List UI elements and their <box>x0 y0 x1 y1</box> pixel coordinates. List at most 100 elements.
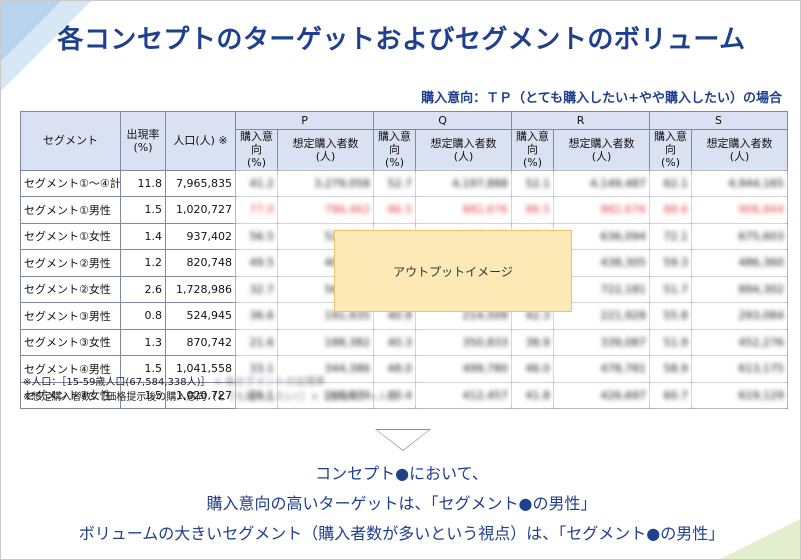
buyers-cell: 4,197,888 <box>415 169 513 198</box>
segment-cell: セグメント②女性 <box>20 275 121 304</box>
slide-title: 各コンセプトのターゲットおよびセグメントのボリューム <box>57 25 746 55</box>
buyers-cell: 339,087 <box>553 328 651 357</box>
footnote-population-text: ※人口：［15-59歳人口(67,584,338人)］ <box>23 377 211 388</box>
population-cell: 1,041,558 <box>165 355 236 383</box>
population-cell: 1,728,986 <box>165 275 236 304</box>
intent-cell: 41.2 <box>235 169 278 198</box>
table-row: セグメント③女性 1.3 870,742 21.6 188,382 40.3 350,833… <box>20 328 789 357</box>
intent-cell: 55.8 <box>649 302 693 330</box>
buyers-cell: 412,457 <box>415 381 513 410</box>
header-intent: 購入意向 (%) <box>235 129 278 171</box>
buyers-cell: 499,780 <box>415 355 513 383</box>
intent-cell: 86.5 <box>373 196 417 224</box>
buyers-cell: 619,129 <box>691 381 789 410</box>
intent-cell: 33.1 <box>235 355 278 383</box>
rate-cell: 11.8 <box>120 169 166 198</box>
footnote-buyers-blurred: ても購入したい）］×［出現率］×人口 <box>226 392 398 403</box>
population-cell: 7,965,835 <box>165 169 236 198</box>
buyers-cell: 882,676 <box>415 196 513 224</box>
buyers-cell: 426,697 <box>553 381 651 410</box>
footnote-population: ※人口：［15-59歳人口(67,584,338人)］ × 各セグメントの出現率 <box>23 375 397 390</box>
intent-cell: 72.1 <box>649 222 693 251</box>
table-row: セグメント④女性 1.5 1,020,727 26.1 266,639 40.4 412,4… <box>20 381 789 410</box>
rate-cell: 1.3 <box>120 328 166 357</box>
buyers-cell: 894,302 <box>691 275 789 304</box>
buyers-cell: 293,084 <box>691 302 789 330</box>
rate-cell: 1.5 <box>120 196 166 224</box>
population-cell: 870,742 <box>165 328 236 357</box>
header-segment: セグメント <box>20 111 121 171</box>
footnote-buyers: ※想定購入者数：［価格提示後の購入意向（とても購入したい）］×［出現率］×人口 <box>23 390 397 405</box>
header-intent: 購入意向 (%) <box>511 129 555 171</box>
intent-cell: 21.6 <box>235 328 278 357</box>
buyers-cell: 266,639 <box>276 381 375 410</box>
buyers-cell: 344,386 <box>276 355 375 383</box>
header-concept-p: P <box>234 111 375 130</box>
intent-cell: 51.9 <box>649 328 693 357</box>
table-row: セグメント①～④計 11.8 7,965,835 41.2 3,279,058 52.7 4… <box>20 169 789 198</box>
intent-cell: 40.4 <box>373 381 417 410</box>
intent-cell: 48.0 <box>373 355 417 383</box>
conclusion-line-3: ボリュームの大きいセグメント（購入者数が多いという視点）は、「セグメント●の男性… <box>78 524 725 543</box>
population-cell: 1,020,727 <box>165 196 236 224</box>
header-buyers: 想定購入者数 (人) <box>691 129 789 171</box>
conclusion-line-1: コンセプト●において、 <box>315 464 488 483</box>
buyers-cell: 4,944,165 <box>691 169 789 198</box>
segment-cell: セグメント①男性 <box>20 196 121 224</box>
intent-cell: 46.0 <box>511 355 555 383</box>
buyers-cell: 478,781 <box>553 355 651 383</box>
header-intent: 購入意向 (%) <box>649 129 693 171</box>
down-arrow-icon-inner <box>377 430 429 450</box>
header-concept-s: S <box>649 111 789 130</box>
segment-cell: セグメント①～④計 <box>20 169 121 198</box>
intent-cell: 32.7 <box>235 275 278 304</box>
segment-table: セグメント 出現率 (%) 人口(人) ※ P Q R S 購入意向 (%) 想… <box>20 111 789 410</box>
buyers-cell: 613,175 <box>691 355 789 383</box>
rate-cell: 2.6 <box>120 275 166 304</box>
footnotes: ※人口：［15-59歳人口(67,584,338人)］ × 各セグメントの出現率… <box>23 375 397 405</box>
intent-cell: 36.6 <box>235 302 278 330</box>
population-cell: 820,748 <box>165 249 236 277</box>
slide-subtitle: 購入意向：ＴＰ（とても購入したい+やや購入したい）の場合 <box>421 91 782 106</box>
corner-decoration-inner <box>1 1 61 61</box>
segment-cell: セグメント①女性 <box>20 222 121 251</box>
population-cell: 937,402 <box>165 222 236 251</box>
segment-cell: セグメント②男性 <box>20 249 121 277</box>
intent-cell: 40.3 <box>373 328 417 357</box>
footnote-population-blurred: × 各セグメントの出現率 <box>213 377 326 388</box>
population-cell: 524,945 <box>165 302 236 330</box>
intent-cell: 58.9 <box>649 355 693 383</box>
intent-cell: 60.7 <box>649 381 693 410</box>
intent-cell: 38.9 <box>511 328 555 357</box>
buyers-cell: 350,833 <box>415 328 513 357</box>
intent-cell: 52.1 <box>511 169 555 198</box>
intent-cell: 26.1 <box>235 381 278 410</box>
header-concept-r: R <box>511 111 651 130</box>
segment-cell: セグメント③男性 <box>20 302 121 330</box>
table-row: セグメント④男性 1.5 1,041,558 33.1 344,386 48.0 499,7… <box>20 355 789 383</box>
intent-cell: 52.7 <box>373 169 417 198</box>
header-buyers: 想定購入者数 (人) <box>553 129 651 171</box>
intent-cell: 56.5 <box>235 222 278 251</box>
intent-cell: 59.3 <box>649 249 693 277</box>
intent-cell: 88.6 <box>649 196 693 224</box>
rate-cell: 1.5 <box>120 381 166 410</box>
buyers-cell: 486,360 <box>691 249 789 277</box>
buyers-cell: 3,279,058 <box>276 169 375 198</box>
buyers-cell: 882,676 <box>553 196 651 224</box>
footnote-buyers-text: ※想定購入者数：［価格提示後の購入意向（と <box>23 392 227 403</box>
buyers-cell: 906,844 <box>691 196 789 224</box>
conclusion-line-2: 購入意向の高いターゲットは、「セグメント●の男性」 <box>206 494 597 513</box>
buyers-cell: 786,462 <box>276 196 375 224</box>
rate-cell: 0.8 <box>120 302 166 330</box>
population-cell: 1,020,727 <box>165 381 236 410</box>
output-image-placeholder: アウトプットイメージ <box>334 230 572 312</box>
intent-cell: 86.5 <box>511 196 555 224</box>
buyers-cell: 188,382 <box>276 328 375 357</box>
table-row: セグメント③男性 0.8 524,945 36.6 191,935 40.9 214,509… <box>20 302 789 330</box>
intent-cell: 41.8 <box>511 381 555 410</box>
header-concept-q: Q <box>373 111 513 130</box>
intent-cell: 62.1 <box>649 169 693 198</box>
segment-cell: セグメント③女性 <box>20 328 121 357</box>
